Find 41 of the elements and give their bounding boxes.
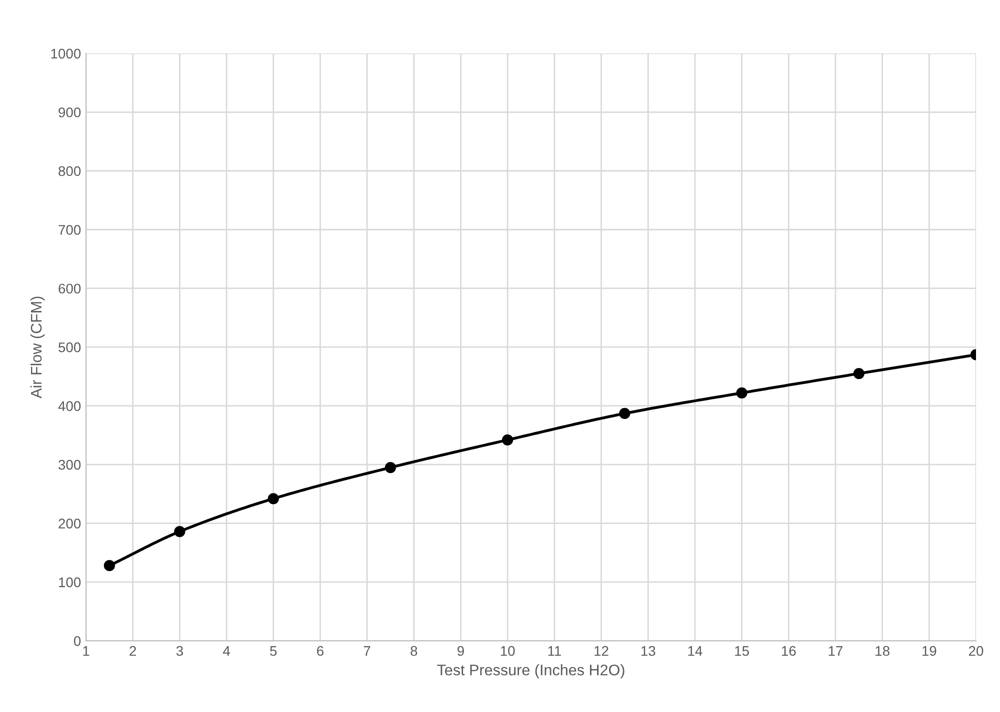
y-tick-label: 0 (74, 636, 81, 646)
x-tick-label: 4 (222, 646, 230, 656)
x-tick-label: 16 (782, 646, 796, 656)
y-tick-label: 100 (59, 577, 81, 588)
x-tick-label: 17 (828, 646, 842, 656)
x-tick-label: 6 (317, 646, 324, 656)
x-tick-label: 7 (364, 646, 370, 656)
x-tick-label: 3 (176, 646, 183, 656)
x-tick-label: 18 (876, 646, 890, 656)
y-tick-label: 800 (58, 166, 81, 176)
y-tick-label: 500 (58, 342, 81, 352)
point (853, 368, 864, 380)
point (619, 408, 630, 420)
x-tick-label: 11 (548, 646, 561, 656)
y-tick-label: 300 (58, 460, 81, 470)
point (384, 462, 396, 474)
y-axis-title: Air Flow (CFM) (30, 296, 45, 398)
point (268, 493, 279, 504)
x-tick-label: 5 (270, 646, 277, 656)
y-tick-label: 400 (58, 401, 81, 412)
point (174, 526, 186, 538)
x-tick-label: 10 (500, 646, 515, 656)
y-tick-label: 200 (58, 518, 81, 528)
x-axis-title: Test Pressure (Inches H2O) (437, 664, 624, 678)
x-tick-label: 1 (83, 646, 90, 656)
x-tick-label: 14 (688, 646, 702, 656)
point (502, 434, 514, 446)
y-tick-label: 600 (58, 284, 81, 294)
x-tick-label: 20 (968, 646, 984, 656)
point (736, 387, 748, 398)
x-tick-label: 8 (410, 646, 418, 656)
point (104, 560, 115, 572)
x-tick-label: 13 (641, 646, 656, 656)
x-tick-label: 9 (458, 646, 464, 656)
y-tick-label: 900 (58, 107, 81, 118)
x-tick-label: 15 (735, 646, 749, 656)
y-tick-label: 1000 (51, 48, 81, 59)
x-tick-label: 12 (594, 646, 608, 656)
x-tick-label: 19 (922, 646, 936, 656)
x-tick-label: 2 (130, 646, 136, 656)
y-tick-label: 700 (58, 224, 81, 235)
